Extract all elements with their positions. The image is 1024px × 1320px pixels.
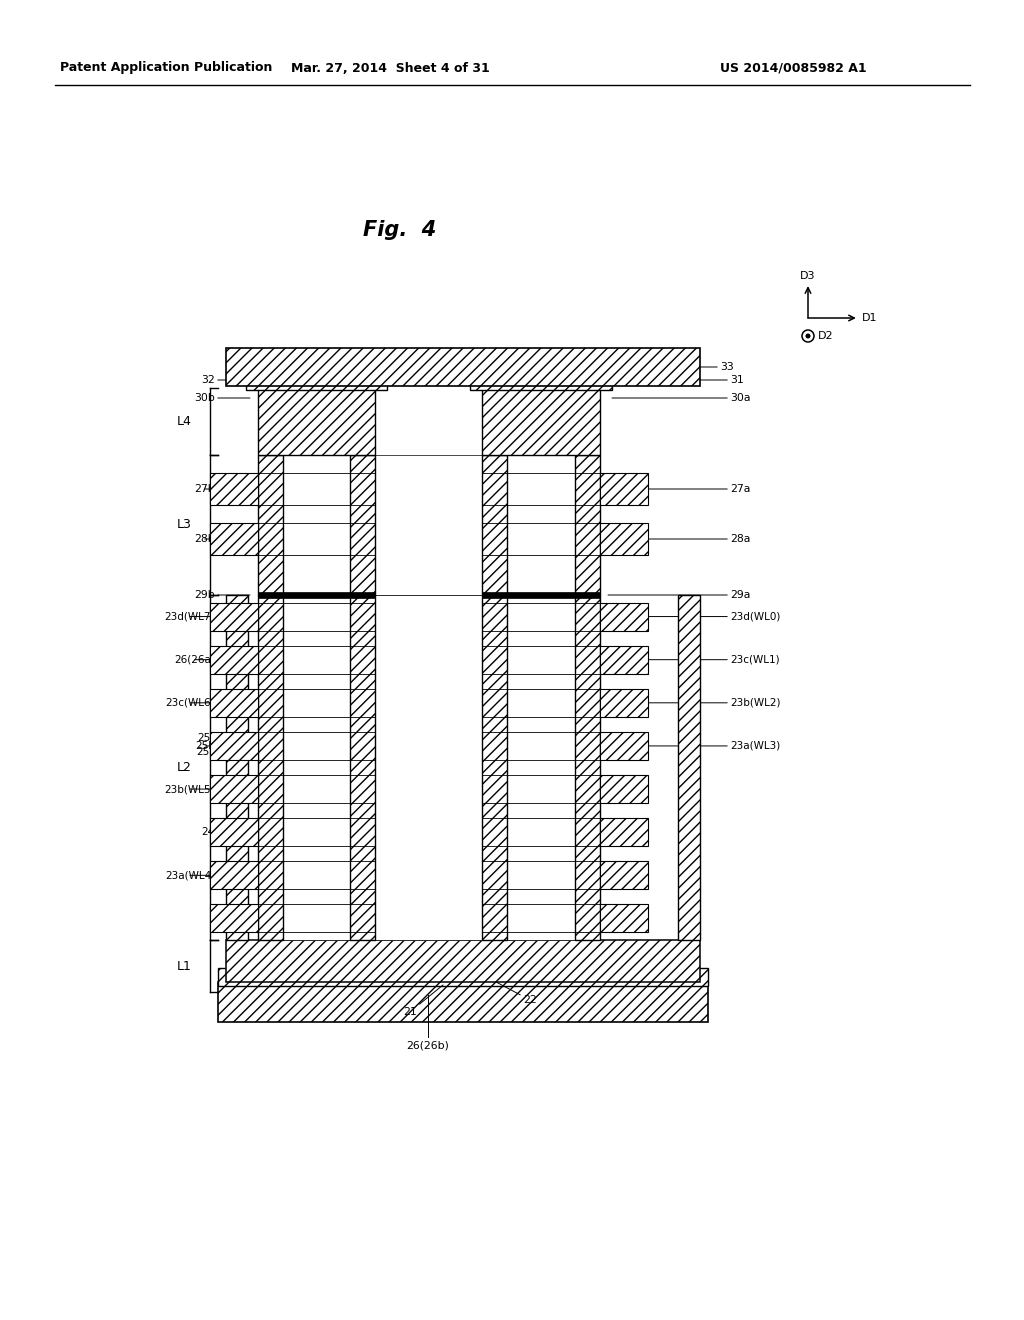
Bar <box>210 645 258 673</box>
Text: 23a(WL3): 23a(WL3) <box>646 741 780 751</box>
Text: 24: 24 <box>202 828 215 837</box>
Bar <box>226 595 248 940</box>
Text: D2: D2 <box>818 331 834 341</box>
Bar <box>600 775 648 803</box>
Text: Mar. 27, 2014  Sheet 4 of 31: Mar. 27, 2014 Sheet 4 of 31 <box>291 62 489 74</box>
Bar <box>600 523 648 554</box>
Circle shape <box>806 334 810 338</box>
Bar <box>600 473 648 506</box>
Bar <box>482 591 600 598</box>
Bar <box>575 455 600 595</box>
Text: 29a: 29a <box>608 590 751 601</box>
Bar <box>283 595 350 940</box>
Text: 23c(WL1): 23c(WL1) <box>646 655 779 665</box>
Text: Fig.  4: Fig. 4 <box>364 220 436 240</box>
Bar <box>507 595 575 940</box>
Text: 28b: 28b <box>195 535 215 544</box>
Bar <box>600 602 648 631</box>
Bar <box>258 388 375 455</box>
Bar <box>283 455 350 595</box>
Bar <box>210 775 258 803</box>
Text: D3: D3 <box>800 271 816 281</box>
Text: 25a: 25a <box>197 747 216 756</box>
Bar <box>482 595 507 940</box>
Bar <box>600 904 648 932</box>
Bar <box>575 595 600 940</box>
Bar <box>375 595 482 940</box>
Bar <box>210 523 258 554</box>
Bar <box>218 982 708 1022</box>
Bar <box>482 388 600 455</box>
Bar <box>375 455 482 595</box>
Bar <box>600 645 648 673</box>
Text: 25b: 25b <box>196 741 215 751</box>
Bar <box>210 689 258 717</box>
Bar <box>210 818 258 846</box>
Bar <box>258 595 283 940</box>
Text: 30b: 30b <box>195 393 250 403</box>
Bar <box>470 370 612 389</box>
Bar <box>210 731 258 760</box>
Text: 21: 21 <box>403 985 443 1016</box>
Text: 29b: 29b <box>195 590 250 601</box>
Text: L4: L4 <box>177 414 193 428</box>
Bar <box>226 348 700 385</box>
Text: 32: 32 <box>202 375 250 385</box>
Text: 23d(WL0): 23d(WL0) <box>646 611 780 622</box>
Bar <box>210 904 258 932</box>
Bar <box>226 940 700 982</box>
Text: 23b(WL2): 23b(WL2) <box>646 698 780 708</box>
Text: L3: L3 <box>177 519 193 532</box>
Text: 22: 22 <box>483 975 537 1005</box>
Text: D1: D1 <box>862 313 878 323</box>
Bar <box>482 455 507 595</box>
Bar <box>600 689 648 717</box>
Text: Patent Application Publication: Patent Application Publication <box>60 62 272 74</box>
Text: L2: L2 <box>177 762 193 774</box>
Text: 27a: 27a <box>646 484 751 494</box>
Bar <box>258 591 375 598</box>
Bar <box>375 385 482 455</box>
Bar <box>350 455 375 595</box>
Bar <box>600 862 648 890</box>
Bar <box>258 455 283 595</box>
Text: 23b(WL5): 23b(WL5) <box>165 784 215 795</box>
Bar <box>678 595 700 940</box>
Text: US 2014/0085982 A1: US 2014/0085982 A1 <box>720 62 866 74</box>
Bar <box>600 818 648 846</box>
Text: 31: 31 <box>612 375 743 385</box>
Text: 23a(WL4): 23a(WL4) <box>165 870 215 880</box>
Bar <box>350 595 375 940</box>
Text: L1: L1 <box>177 960 193 973</box>
Text: 26(26b): 26(26b) <box>407 1040 450 1049</box>
Text: 30a: 30a <box>612 393 751 403</box>
Text: 28a: 28a <box>646 535 751 544</box>
Bar <box>210 473 258 506</box>
Bar <box>210 862 258 890</box>
Text: 23c(WL6): 23c(WL6) <box>165 698 215 708</box>
Bar <box>600 731 648 760</box>
Text: 25c: 25c <box>197 733 216 743</box>
Text: 23d(WL7): 23d(WL7) <box>165 611 215 622</box>
Text: 26(26a): 26(26a) <box>174 655 215 665</box>
Text: 27b: 27b <box>195 484 215 494</box>
Bar <box>218 968 708 986</box>
Bar <box>246 370 387 389</box>
Text: 33: 33 <box>643 362 734 372</box>
Bar <box>507 455 575 595</box>
Bar <box>210 602 258 631</box>
